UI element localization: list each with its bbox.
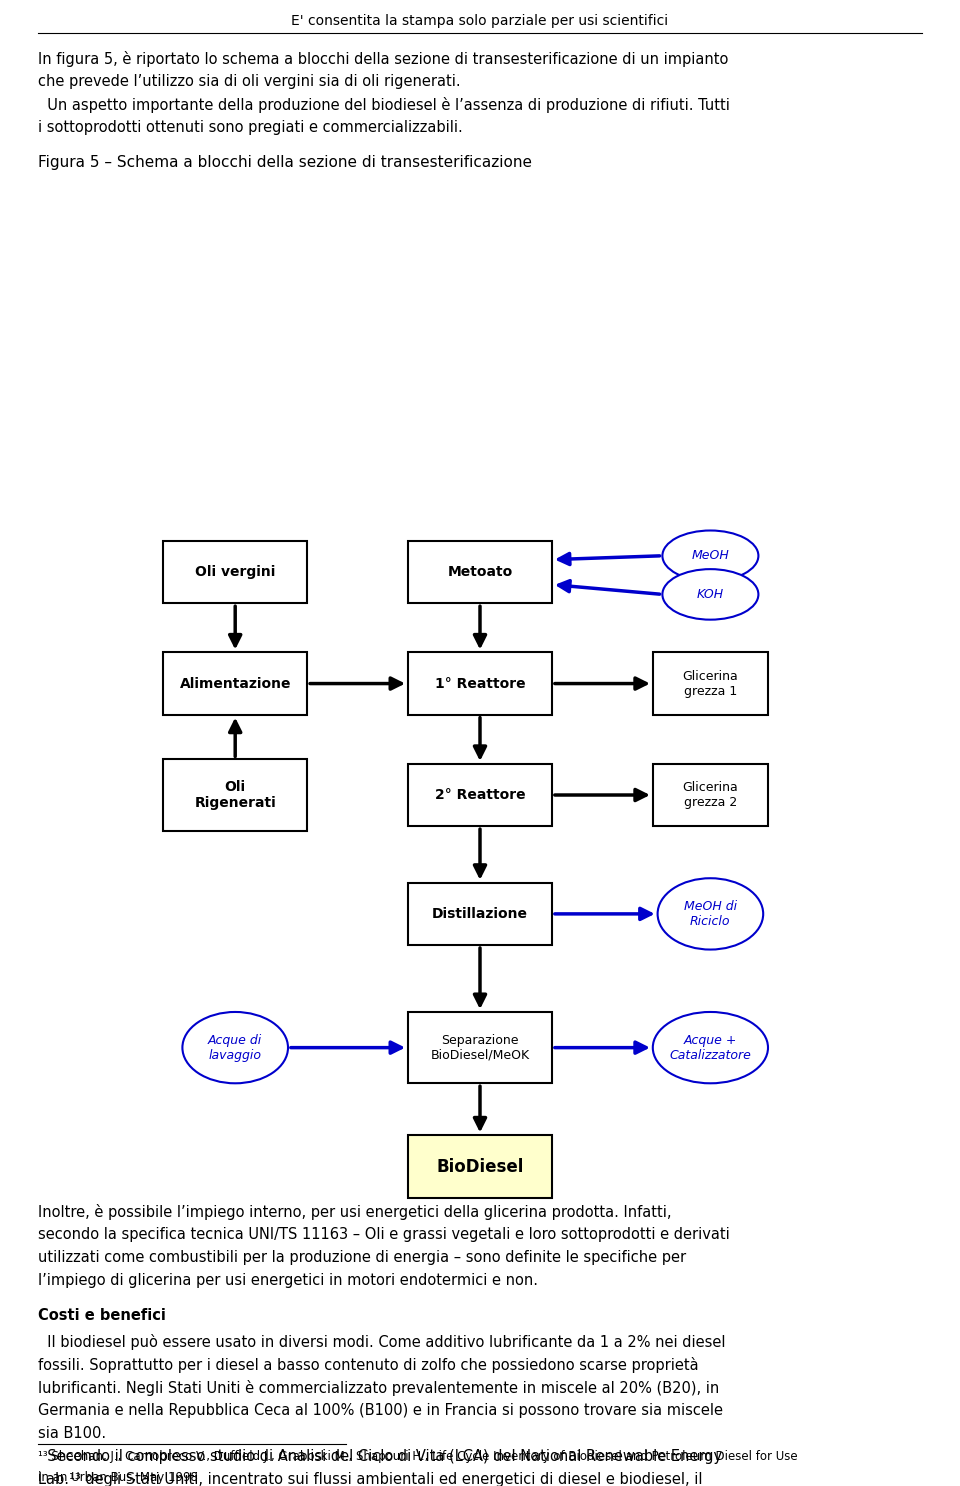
Text: Separazione
BioDiesel/MeOK: Separazione BioDiesel/MeOK [430,1034,530,1061]
Text: Glicerina
grezza 2: Glicerina grezza 2 [683,782,738,808]
Text: secondo la specifica tecnica UNI/TS 11163 – Oli e grassi vegetali e loro sottopr: secondo la specifica tecnica UNI/TS 1116… [38,1227,731,1242]
Text: Alimentazione: Alimentazione [180,676,291,691]
Text: MeOH: MeOH [691,550,730,562]
FancyBboxPatch shape [163,652,307,715]
Text: KOH: KOH [697,588,724,600]
Text: Germania e nella Repubblica Ceca al 100% (B100) e in Francia si possono trovare : Germania e nella Repubblica Ceca al 100%… [38,1403,724,1418]
Ellipse shape [182,1012,288,1083]
Ellipse shape [653,1012,768,1083]
Text: Glicerina
grezza 1: Glicerina grezza 1 [683,670,738,697]
Text: Inoltre, è possibile l’impiego interno, per usi energetici della glicerina prodo: Inoltre, è possibile l’impiego interno, … [38,1204,672,1220]
Text: Acque +
Catalizzatore: Acque + Catalizzatore [669,1034,752,1061]
Text: 1° Reattore: 1° Reattore [435,676,525,691]
Text: Distillazione: Distillazione [432,906,528,921]
FancyBboxPatch shape [408,764,552,826]
FancyBboxPatch shape [653,764,768,826]
Text: 2° Reattore: 2° Reattore [435,788,525,802]
Ellipse shape [662,531,758,581]
Text: BioDiesel: BioDiesel [436,1158,524,1175]
Text: Il biodiesel può essere usato in diversi modi. Come additivo lubrificante da 1 a: Il biodiesel può essere usato in diversi… [38,1334,726,1349]
Text: in an Urban Bus, May 1998: in an Urban Bus, May 1998 [38,1471,199,1485]
Text: ¹³ Sheehan, J., Camobreco V., Duffield J., Graboski M., Shapouri H., Life Cycle : ¹³ Sheehan, J., Camobreco V., Duffield J… [38,1450,798,1464]
Text: Oli
Rigenerati: Oli Rigenerati [194,780,276,810]
Text: fossili. Soprattutto per i diesel a basso contenuto di zolfo che possiedono scar: fossili. Soprattutto per i diesel a bass… [38,1357,699,1373]
Ellipse shape [662,569,758,620]
Text: Metoato: Metoato [447,565,513,580]
FancyBboxPatch shape [408,883,552,945]
Text: Acque di
lavaggio: Acque di lavaggio [208,1034,262,1061]
Text: Lab.¹³ degli Stati Uniti, incentrato sui flussi ambientali ed energetici di dies: Lab.¹³ degli Stati Uniti, incentrato sui… [38,1471,703,1486]
Text: Costi e benefici: Costi e benefici [38,1308,166,1323]
Text: che prevede l’utilizzo sia di oli vergini sia di oli rigenerati.: che prevede l’utilizzo sia di oli vergin… [38,73,461,89]
FancyBboxPatch shape [408,1135,552,1198]
Text: lubrificanti. Negli Stati Uniti è commercializzato prevalentemente in miscele al: lubrificanti. Negli Stati Uniti è commer… [38,1380,720,1395]
FancyBboxPatch shape [163,759,307,831]
FancyBboxPatch shape [408,1012,552,1083]
FancyBboxPatch shape [408,652,552,715]
FancyBboxPatch shape [653,652,768,715]
Text: Oli vergini: Oli vergini [195,565,276,580]
Text: Un aspetto importante della produzione del biodiesel è l’assenza di produzione d: Un aspetto importante della produzione d… [38,97,731,113]
FancyBboxPatch shape [408,541,552,603]
Text: sia B100.: sia B100. [38,1427,107,1441]
Text: Figura 5 – Schema a blocchi della sezione di transesterificazione: Figura 5 – Schema a blocchi della sezion… [38,155,533,169]
Text: Secondo il complesso studio di Analisi del Ciclo di Vita (LCA) del National Rene: Secondo il complesso studio di Analisi d… [38,1449,723,1464]
Text: E' consentita la stampa solo parziale per usi scientifici: E' consentita la stampa solo parziale pe… [292,13,668,28]
Text: In figura 5, è riportato lo schema a blocchi della sezione di transesterificazio: In figura 5, è riportato lo schema a blo… [38,51,729,67]
Text: MeOH di
Riciclo: MeOH di Riciclo [684,901,737,927]
Text: i sottoprodotti ottenuti sono pregiati e commercializzabili.: i sottoprodotti ottenuti sono pregiati e… [38,119,463,135]
FancyBboxPatch shape [163,541,307,603]
Text: utilizzati come combustibili per la produzione di energia – sono definite le spe: utilizzati come combustibili per la prod… [38,1250,686,1265]
Text: l’impiego di glicerina per usi energetici in motori endotermici e non.: l’impiego di glicerina per usi energetic… [38,1272,539,1288]
Ellipse shape [658,878,763,950]
